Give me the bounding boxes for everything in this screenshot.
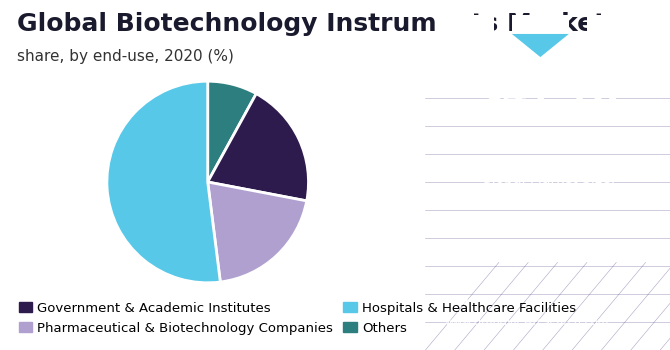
Wedge shape [208, 81, 256, 182]
FancyBboxPatch shape [512, 15, 569, 57]
Text: Source:: Source: [445, 296, 492, 306]
Text: share, by end-use, 2020 (%): share, by end-use, 2020 (%) [17, 49, 234, 63]
Wedge shape [208, 94, 308, 201]
Wedge shape [208, 182, 307, 282]
Text: $41.1B: $41.1B [477, 81, 618, 115]
Wedge shape [107, 81, 220, 283]
Text: Global Market Size,
2020: Global Market Size, 2020 [480, 172, 615, 206]
Text: Global Biotechnology Instruments Market: Global Biotechnology Instruments Market [17, 13, 606, 36]
FancyBboxPatch shape [587, 15, 644, 57]
Legend: Government & Academic Institutes, Pharmaceutical & Biotechnology Companies, Hosp: Government & Academic Institutes, Pharma… [13, 297, 582, 340]
FancyBboxPatch shape [437, 15, 494, 57]
Text: www.grandviewresearch.com: www.grandviewresearch.com [445, 317, 610, 327]
Text: GRAND VIEW RESEARCH: GRAND VIEW RESEARCH [494, 70, 598, 79]
Polygon shape [512, 34, 569, 57]
